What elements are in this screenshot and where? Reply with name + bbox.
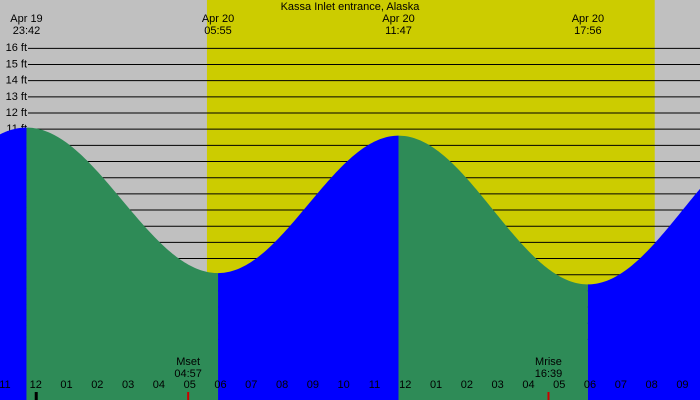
y-tick-label: 13 ft	[6, 91, 27, 103]
tide-time: 17:56	[574, 25, 602, 37]
x-tick-label: 05	[184, 379, 196, 391]
tide-time: 23:42	[13, 25, 41, 37]
rising-tide	[218, 135, 399, 400]
x-tick-label: 09	[676, 379, 688, 391]
tide-time: 11:47	[385, 25, 412, 37]
x-tick-label: 07	[615, 379, 627, 391]
x-tick-label: 02	[461, 379, 473, 391]
x-tick-label: 12	[399, 379, 411, 391]
x-tick-label: 08	[646, 379, 658, 391]
moon-label: Mrise	[535, 356, 562, 368]
x-tick-label: 01	[430, 379, 442, 391]
chart-title: Kassa Inlet entrance, Alaska	[281, 1, 421, 13]
x-tick-label: 11	[369, 379, 380, 391]
moon-marker	[187, 392, 190, 400]
x-tick-label: 08	[276, 379, 288, 391]
x-tick-label: 07	[245, 379, 257, 391]
x-tick-label: 10	[338, 379, 350, 391]
rising-tide	[0, 127, 27, 400]
x-tick-label: 03	[492, 379, 504, 391]
tide-time: 05:55	[204, 25, 232, 37]
y-tick-label: 12 ft	[6, 107, 27, 119]
falling-tide	[26, 127, 219, 400]
x-tick-label: 04	[153, 379, 165, 391]
moon-time: 16:39	[535, 368, 563, 380]
x-tick-label: 01	[60, 379, 72, 391]
moon-time: 04:57	[174, 368, 202, 380]
tide-date: Apr 20	[382, 13, 414, 25]
x-tick-label: 02	[91, 379, 103, 391]
tide-date: Apr 20	[572, 13, 604, 25]
moon-label: Mset	[176, 356, 200, 368]
y-tick-label: 16 ft	[6, 42, 27, 54]
moon-marker	[547, 392, 550, 400]
midnight-marker	[34, 392, 38, 400]
y-tick-label: 14 ft	[6, 75, 27, 87]
x-tick-label: 09	[307, 379, 319, 391]
tide-date: Apr 20	[202, 13, 234, 25]
x-tick-label: 06	[584, 379, 596, 391]
x-tick-label: 12	[30, 379, 42, 391]
x-tick-label: 03	[122, 379, 134, 391]
rising-tide	[587, 188, 700, 400]
y-tick-label: 15 ft	[6, 58, 27, 70]
falling-tide	[398, 135, 588, 400]
x-tick-label: 11	[0, 379, 11, 391]
x-tick-label: 06	[214, 379, 226, 391]
x-tick-label: 05	[553, 379, 565, 391]
tide-date: Apr 19	[10, 13, 42, 25]
x-tick-label: 04	[522, 379, 534, 391]
